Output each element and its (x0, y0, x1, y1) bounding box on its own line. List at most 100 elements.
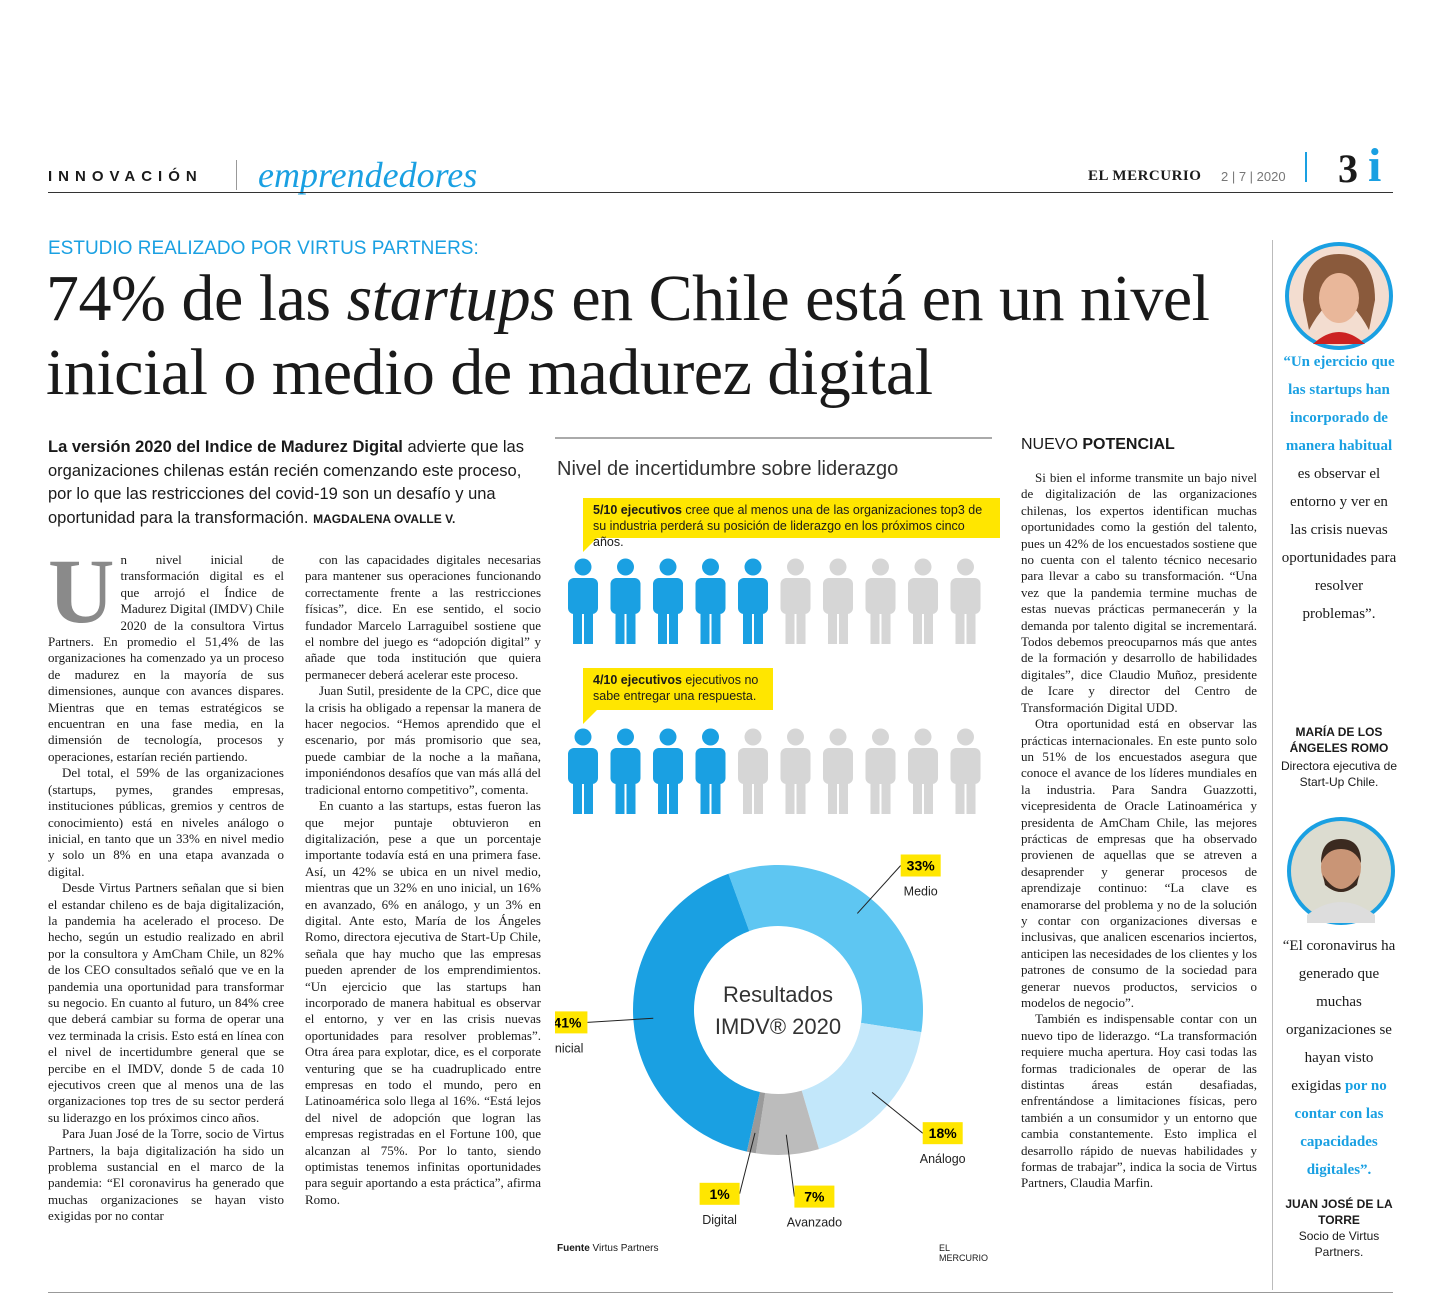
icon-torso (568, 748, 598, 784)
icon-leg (828, 778, 837, 814)
icon-leg (955, 778, 965, 814)
drop-cap: U (48, 540, 115, 642)
person-icon (568, 728, 598, 814)
value-label: 33% (907, 857, 936, 873)
person-icon (610, 728, 641, 814)
value-label: 1% (709, 1186, 730, 1202)
icon-head (659, 558, 677, 576)
value-label: 7% (804, 1189, 825, 1205)
icon-head (574, 728, 592, 746)
portrait (1285, 242, 1393, 350)
lead: La versión 2020 del Indice de Madurez Di… (48, 436, 540, 531)
category-label: Análogo (920, 1152, 966, 1166)
donut-center-label: IMDV® 2020 (715, 1014, 841, 1039)
icon-torso (738, 578, 768, 614)
section: INNOVACIÓN (48, 168, 203, 185)
icon-head (659, 728, 677, 746)
icon-leg (669, 608, 678, 644)
column: Si bien el informe transmite un bajo niv… (1021, 470, 1257, 1192)
icon-torso (695, 748, 726, 784)
headline-text: 74% de las (46, 262, 347, 335)
person-icon (695, 728, 726, 814)
person-icon (610, 558, 641, 644)
person-icon (738, 558, 768, 644)
paragraph: Del total, el 59% de las organizaciones … (48, 765, 284, 879)
pull-quote: “El coronavirus ha generado que muchas o… (1280, 932, 1398, 1184)
value-label-box (922, 1122, 963, 1145)
icon-leg (870, 778, 880, 814)
value-label: 41% (555, 1014, 582, 1030)
paragraph: Desde Virtus Partners señalan que si bie… (48, 880, 284, 1125)
paragraph: En cuanto a las startups, estas fueron l… (305, 798, 541, 1207)
icon-head (957, 728, 974, 746)
quote-text: “Un ejercicio que las startups han incor… (1283, 354, 1395, 454)
icon-leg (615, 608, 625, 644)
icon-torso (823, 748, 853, 784)
icon-leg (754, 608, 763, 644)
icon-leg (626, 778, 636, 814)
icon-leg (711, 778, 721, 814)
icon-head (787, 558, 804, 576)
headline-text: en Chile está en un nivel inicial o medi… (46, 262, 1210, 409)
source-text: Virtus Partners (589, 1243, 659, 1254)
icon-head (787, 728, 804, 746)
divider (1272, 240, 1273, 1290)
icon-torso (695, 578, 726, 614)
icon-leg (711, 608, 721, 644)
icon-leg (955, 608, 965, 644)
icon-head (829, 558, 847, 576)
subhead: NUEVO POTENCIAL (1021, 436, 1175, 454)
paragraph: Si bien el informe transmite un bajo niv… (1021, 470, 1257, 715)
infographic-canvas: 33% Medio 18% Análogo 7% Avanzado 1% Digital 41%… (555, 437, 992, 1230)
paragraph: También es indispensable contar con un n… (1021, 1011, 1257, 1191)
icon-torso (780, 578, 811, 614)
donut-slice (633, 873, 760, 1152)
infographic: 33% Medio 18% Análogo 7% Avanzado 1% Digital 41%… (555, 430, 1000, 1263)
icon-head (617, 558, 634, 576)
person-icon (823, 558, 853, 644)
icon-leg (754, 778, 763, 814)
callout-pointer (583, 710, 597, 724)
icon-leg (828, 608, 837, 644)
leader-line (739, 1132, 756, 1194)
icon-leg (924, 778, 933, 814)
person-icon (908, 558, 938, 644)
icon-torso (568, 578, 598, 614)
donut-slice (801, 1022, 922, 1150)
icon-leg (796, 608, 806, 644)
quote-text: es observar el entorno y ver en las cris… (1281, 466, 1397, 622)
paragraph: Otra oportunidad está en observar las pr… (1021, 716, 1257, 1010)
icon-leg (573, 608, 582, 644)
icon-leg (584, 778, 593, 814)
icon-leg (966, 608, 976, 644)
person-icon (653, 728, 683, 814)
portrait (1287, 817, 1395, 925)
icon-torso (865, 748, 896, 784)
paper-name: EL MERCURIO (1088, 168, 1202, 184)
icon-leg (743, 778, 752, 814)
icon-leg (881, 778, 891, 814)
pull-quote: “Un ejercicio que las startups han incor… (1280, 348, 1398, 628)
person-icon (865, 728, 896, 814)
value-label: 18% (929, 1125, 958, 1141)
icon-leg (573, 778, 582, 814)
icon-torso (738, 748, 768, 784)
value-label-box (555, 1011, 588, 1034)
category-label: Digital (702, 1213, 737, 1227)
icon-leg (700, 778, 710, 814)
source: Fuente Virtus Partners (557, 1243, 659, 1254)
byline: MAGDALENA OVALLE V. (313, 511, 456, 526)
person-icon (738, 728, 768, 814)
kicker: ESTUDIO REALIZADO POR VIRTUS PARTNERS: (48, 238, 479, 259)
icon-leg (913, 608, 922, 644)
icon-head (872, 558, 889, 576)
person-icon (780, 558, 811, 644)
subhead-bold: POTENCIAL (1082, 436, 1175, 453)
icon-torso (610, 748, 641, 784)
credit: EL MERCURIO (939, 1243, 988, 1263)
infographic-title: Nivel de incertidumbre sobre liderazgo (557, 458, 899, 480)
value-label-box (900, 854, 941, 877)
icon-torso (908, 578, 938, 614)
icon-leg (626, 608, 636, 644)
lead-text: advierte que las organizaciones chilenas… (48, 438, 524, 527)
